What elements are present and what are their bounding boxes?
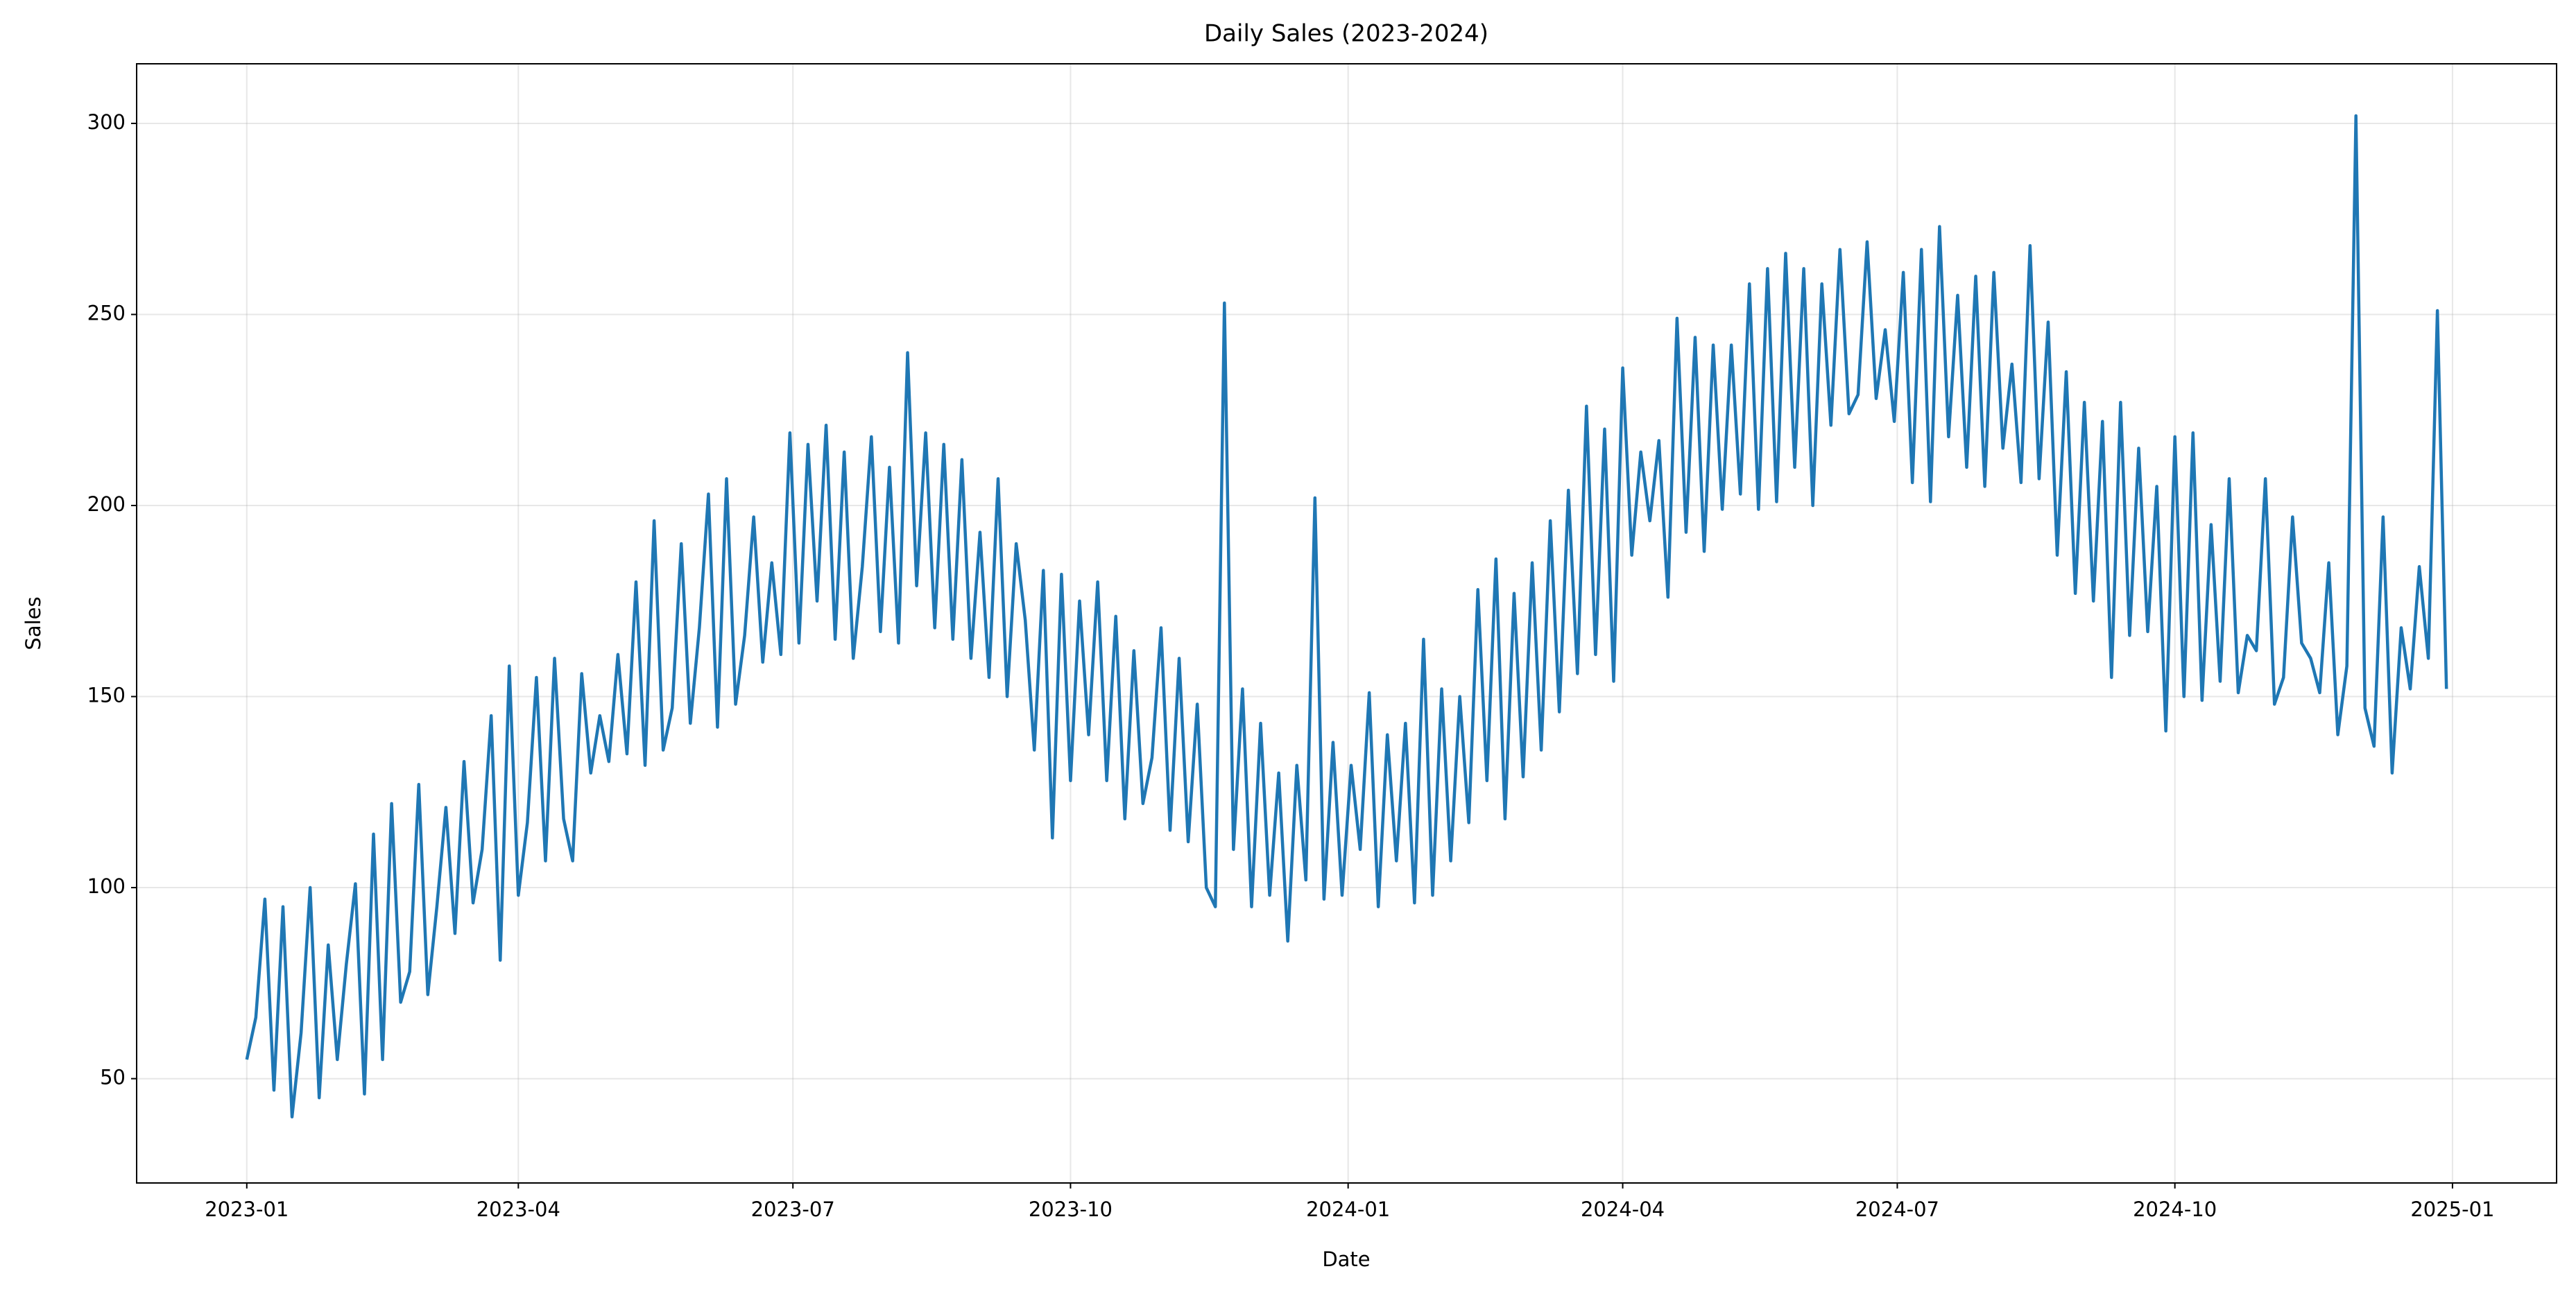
plot-frame (136, 63, 2557, 1184)
x-axis-label: Date (1322, 1247, 1370, 1271)
x-tick-label: 2023-01 (205, 1198, 289, 1221)
y-tick-label: 150 (87, 684, 126, 707)
x-tick-label: 2025-01 (2410, 1198, 2494, 1221)
y-tick-label: 200 (87, 492, 126, 516)
y-tick-label: 100 (87, 874, 126, 898)
x-tick-label: 2024-10 (2133, 1198, 2217, 1221)
x-tick-label: 2024-07 (1855, 1198, 1939, 1221)
sales-line (245, 114, 2448, 1118)
x-tick-label: 2023-10 (1029, 1198, 1113, 1221)
x-tick-label: 2024-04 (1581, 1198, 1665, 1221)
x-tick-label: 2023-07 (751, 1198, 835, 1221)
x-tick-label: 2024-01 (1306, 1198, 1390, 1221)
y-tick-label: 250 (87, 301, 126, 325)
x-tick-label: 2023-04 (476, 1198, 560, 1221)
y-tick-label: 50 (100, 1066, 126, 1089)
y-tick-label: 300 (87, 110, 126, 134)
y-axis-label: Sales (22, 596, 45, 650)
chart-title: Daily Sales (2023-2024) (1204, 20, 1488, 48)
